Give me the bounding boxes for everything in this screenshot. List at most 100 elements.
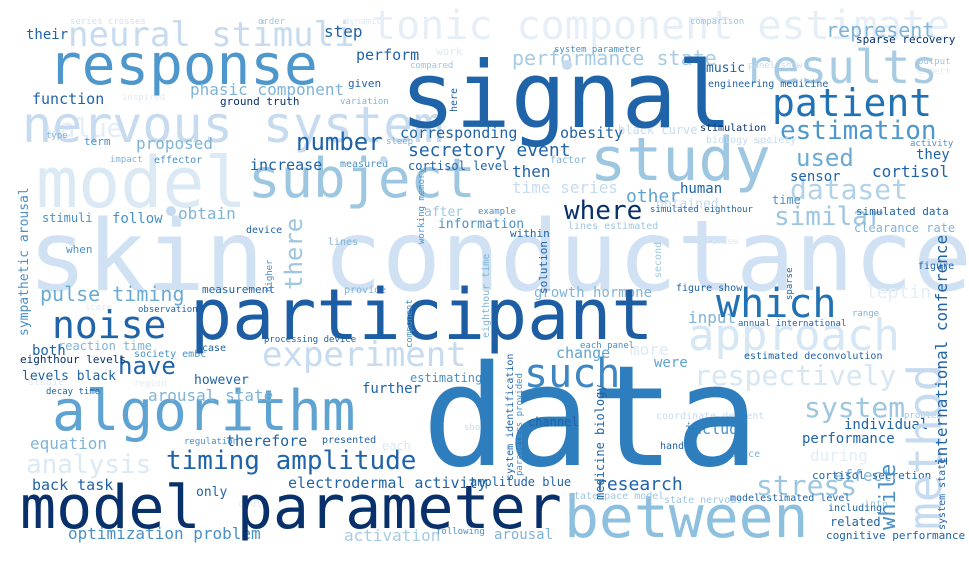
word: model parameter [20, 473, 562, 543]
word: include [684, 420, 748, 438]
word: data [422, 336, 760, 499]
word: noise [52, 303, 167, 347]
word: inspired [122, 93, 166, 103]
word: coordinate descent [656, 411, 765, 422]
word: time [772, 193, 801, 207]
word: where [564, 196, 643, 226]
word: figure show [676, 283, 743, 294]
word: compared [410, 61, 454, 71]
word: when [66, 243, 93, 256]
word: given [348, 77, 382, 90]
word: output [918, 57, 951, 67]
word: presented [322, 435, 377, 446]
word: similar [774, 202, 884, 232]
word: hand [660, 441, 685, 452]
word: estimated deconvolution [744, 351, 883, 362]
word: obtain [178, 204, 236, 223]
word: decay time [46, 387, 101, 397]
word: equation [30, 434, 108, 453]
word: state nervous [664, 495, 743, 506]
word: secretory event [408, 140, 571, 161]
word: study [590, 125, 771, 195]
word: cortisol secretion [812, 469, 932, 482]
word: observation [138, 305, 198, 315]
word: electrodermal activity [288, 474, 487, 492]
word: phasic component [190, 80, 345, 99]
word: society embc [134, 349, 207, 360]
word: there [280, 217, 308, 290]
word: impact [110, 155, 143, 165]
word: since [730, 449, 761, 460]
word: were [654, 355, 688, 371]
word: patient [772, 81, 933, 125]
word: regulation [184, 437, 239, 447]
word: estimation [780, 116, 937, 146]
word: clearance rate [854, 221, 956, 235]
word: perform [356, 46, 420, 64]
word: arousal [494, 527, 554, 543]
word: ground truth [220, 95, 300, 108]
word: optimization problem [68, 524, 261, 543]
word: work [436, 45, 463, 58]
word: system state [937, 457, 948, 530]
word: here [449, 87, 460, 112]
word: growth hormone [534, 285, 653, 301]
word: corresponding [400, 124, 518, 142]
word: stress [756, 469, 858, 502]
word: number [296, 128, 383, 156]
word: back task [32, 476, 114, 494]
word: statespace model [568, 491, 665, 502]
word: lines [328, 237, 359, 248]
word: higher [265, 259, 275, 292]
word: amplitude blue [470, 475, 572, 489]
word: model [36, 142, 247, 224]
word: information [438, 217, 525, 232]
word: studie [28, 377, 65, 388]
word: annual international [738, 319, 847, 329]
word: step [324, 22, 363, 41]
word: both [32, 343, 66, 359]
word: review [706, 237, 739, 247]
word: nervous system [22, 96, 444, 154]
word: music [706, 61, 746, 76]
word: related [830, 515, 881, 529]
word: following [436, 527, 485, 537]
word: have [118, 352, 176, 380]
word: task [752, 137, 774, 147]
word: while [876, 463, 901, 530]
word: therefore [226, 432, 308, 450]
word: such [524, 351, 621, 397]
word: solution [537, 241, 550, 294]
word: simulated data [856, 205, 949, 218]
word: obtained [656, 197, 719, 212]
word: individual [844, 417, 929, 433]
word: research [596, 474, 683, 495]
word: between [564, 483, 809, 551]
word: stimuli [42, 211, 93, 225]
word: pulse timing [40, 282, 185, 306]
word: measurement [202, 283, 275, 296]
word: parameters provided [515, 373, 525, 476]
word: function [32, 90, 105, 108]
word: increase [250, 156, 323, 174]
word: only [196, 485, 228, 500]
word: stimulation [700, 123, 767, 134]
word: skin conductance [28, 200, 969, 314]
word: variation [340, 97, 389, 107]
word: second [653, 241, 664, 278]
word: neural stimuli [68, 15, 355, 55]
word: reaction time [58, 339, 152, 353]
word: algorithm [52, 379, 356, 444]
word: time series [512, 178, 618, 197]
word: measured [340, 159, 389, 170]
word: activation [344, 526, 441, 545]
word: engineering medicine [708, 79, 829, 90]
word: during [810, 446, 868, 465]
word: factor [550, 155, 587, 166]
word: international conference [932, 234, 951, 466]
word: then [512, 162, 551, 181]
word: represent [826, 18, 935, 42]
word: change [556, 344, 611, 362]
word: provide [344, 285, 387, 296]
word: example [478, 207, 516, 217]
